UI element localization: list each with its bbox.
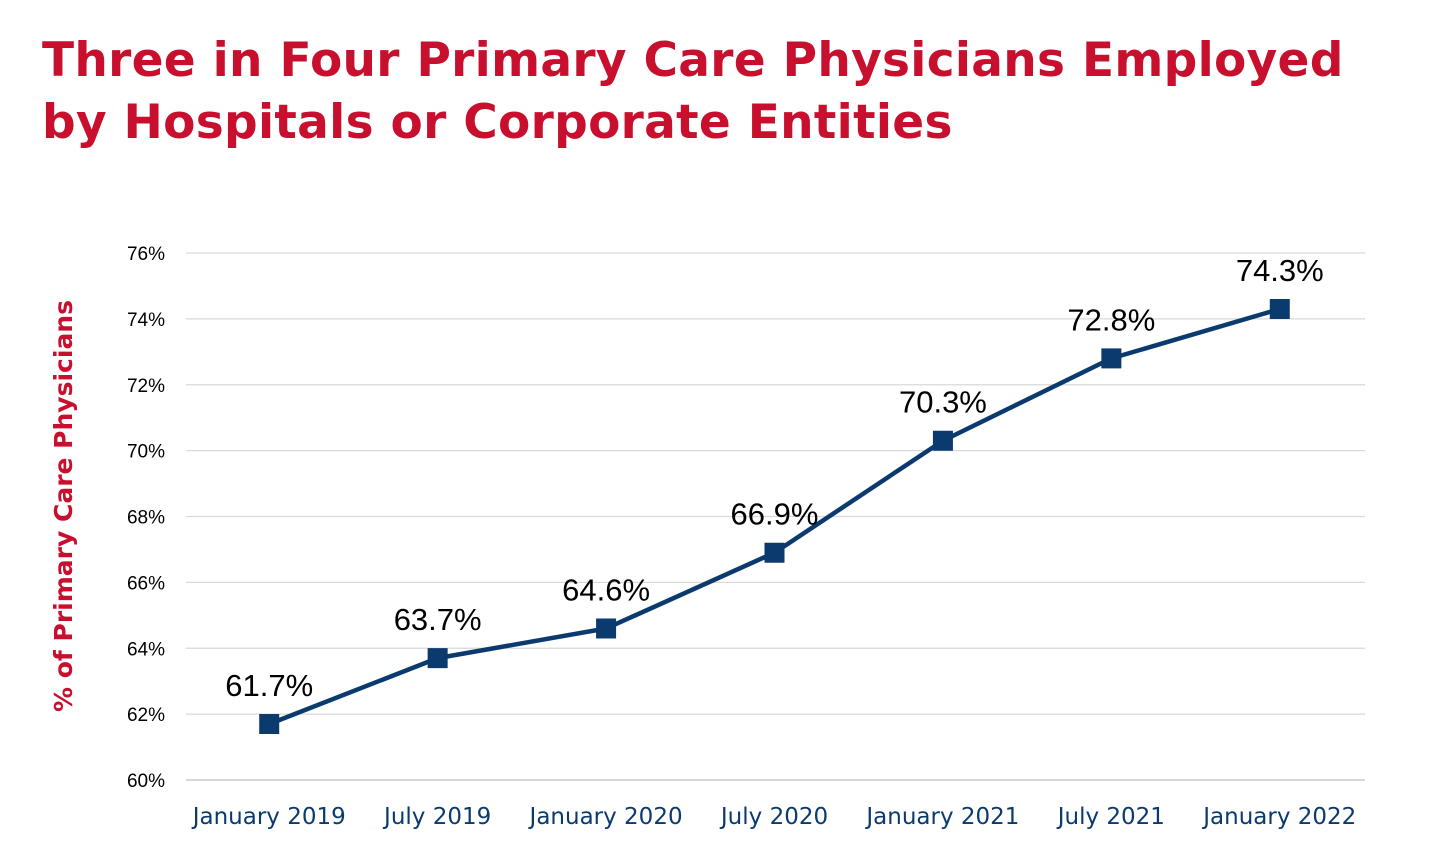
- y-tick-label: 72%: [127, 376, 165, 397]
- series: [259, 298, 1290, 735]
- y-tick-label: 66%: [127, 573, 165, 594]
- data-point-marker: [259, 714, 280, 735]
- y-axis-label: % of Primary Care Physicians: [49, 300, 78, 712]
- data-label: 72.8%: [1067, 302, 1155, 337]
- data-point-marker: [427, 648, 448, 669]
- data-point-marker: [596, 618, 617, 639]
- data-label: 66.9%: [731, 497, 819, 532]
- y-tick-label: 60%: [127, 771, 165, 792]
- chart-title-line-1: Three in Four Primary Care Physicians Em…: [42, 33, 1344, 88]
- y-tick-label: 70%: [127, 442, 165, 463]
- y-tick-label: 76%: [127, 244, 165, 265]
- x-tick-label: July 2021: [1056, 804, 1165, 830]
- chart-title-line-2: by Hospitals or Corporate Entities: [42, 95, 953, 150]
- x-tick-label: January 2021: [864, 804, 1019, 830]
- x-tick-label: July 2020: [719, 804, 828, 830]
- gridlines: [186, 252, 1365, 781]
- data-label: 61.7%: [225, 668, 313, 703]
- data-point-marker: [932, 430, 953, 451]
- data-point-marker: [1101, 348, 1122, 369]
- data-point-marker: [1269, 298, 1290, 319]
- data-label: 74.3%: [1236, 253, 1324, 288]
- data-label: 64.6%: [562, 572, 650, 607]
- chart-title: Three in Four Primary Care Physicians Em…: [42, 30, 1344, 154]
- x-tick-label: January 2019: [191, 804, 346, 830]
- data-label: 63.7%: [394, 602, 482, 637]
- data-label: 70.3%: [899, 385, 987, 420]
- y-tick-label: 68%: [127, 508, 165, 529]
- data-point-marker: [764, 542, 785, 563]
- x-axis-ticks: January 2019 July 2019 January 2020 July 20…: [191, 804, 1357, 830]
- y-tick-label: 62%: [127, 705, 165, 726]
- y-axis-ticks: 60% 62% 64% 66% 68% 70% 72% 74% 76%: [127, 244, 165, 792]
- y-tick-label: 64%: [127, 639, 165, 660]
- y-tick-label: 74%: [127, 310, 165, 331]
- x-tick-label: January 2020: [528, 804, 683, 830]
- data-labels: 61.7% 63.7% 64.6% 66.9% 70.3% 72.8% 74.3%: [225, 253, 1323, 703]
- x-tick-label: January 2022: [1201, 804, 1356, 830]
- x-tick-label: July 2019: [382, 804, 491, 830]
